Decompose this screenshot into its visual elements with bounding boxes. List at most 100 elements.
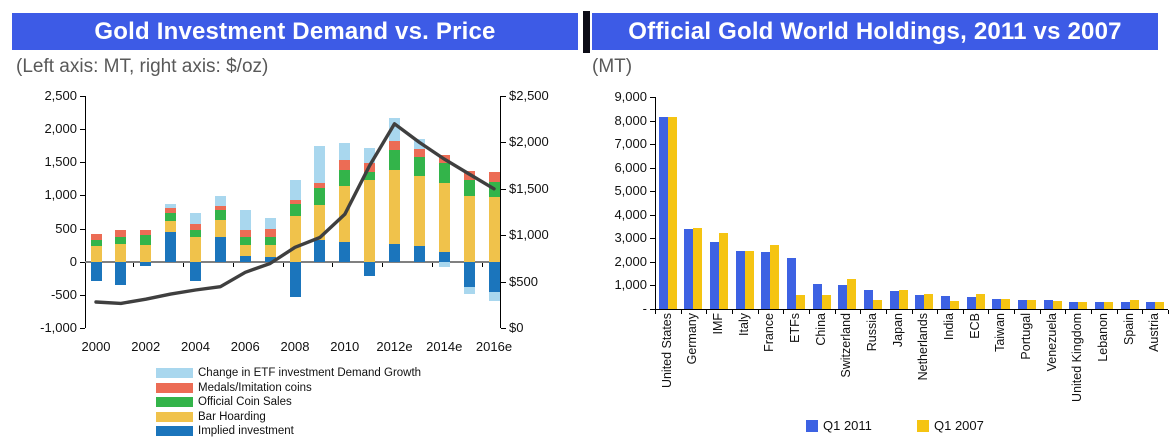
legend-label-medals-imitation-coins: Medals/Imitation coins <box>198 381 312 394</box>
bar-segment-etf-demand-change <box>488 291 500 301</box>
zero-axis-category-tick <box>382 262 384 267</box>
bar-q1-2011 <box>838 284 848 309</box>
bar-segment-medals-imitation-coins <box>115 230 127 237</box>
legend-swatch-medals-imitation-coins <box>156 382 193 393</box>
x-axis-year-label: 2012e <box>376 339 413 354</box>
left-axis-tick-label: -1,000 <box>40 320 77 335</box>
legend-label-q1-2011: Q1 2011 <box>823 418 872 433</box>
bar-segment-etf-demand-change <box>339 143 351 160</box>
bar-q1-2011 <box>735 251 745 309</box>
bar-q1-2007 <box>770 245 780 309</box>
zero-axis-category-tick <box>232 262 234 267</box>
bar-segment-etf-demand-change <box>289 179 301 200</box>
bar-segment-etf-demand-change <box>463 287 475 294</box>
bar-segment-bar-hoarding <box>90 246 102 262</box>
bar-segment-bar-hoarding <box>239 245 251 256</box>
x-axis-year-label: 2006 <box>230 339 260 354</box>
bar-segment-etf-demand-change <box>389 118 400 142</box>
bar-q1-2011 <box>966 297 976 309</box>
right-axis-tick <box>501 96 506 97</box>
x-axis-category-tick <box>655 310 656 314</box>
bar-segment-medals-imitation-coins <box>463 170 475 180</box>
bar-segment-official-coin-sales <box>289 204 301 216</box>
x-axis-category-tick <box>1065 310 1067 314</box>
left-axis-tick-label: 2,000 <box>44 121 77 137</box>
bar-segment-bar-hoarding <box>339 186 351 243</box>
left-axis-tick-label: -500 <box>50 286 77 302</box>
left-chart-axis-note: (Left axis: MT, right axis: $/oz) <box>16 56 269 77</box>
bar-segment-implied-investment <box>264 257 276 262</box>
bar-segment-official-coin-sales <box>463 179 475 196</box>
bar-segment-etf-demand-change <box>413 139 425 149</box>
right-chart-title-banner: Official Gold World Holdings, 2011 vs 20… <box>592 13 1158 50</box>
category-label: Japan <box>890 313 905 348</box>
zero-axis-category-tick <box>431 262 433 267</box>
bar-segment-bar-hoarding <box>140 244 152 262</box>
x-axis-year-label: 2008 <box>280 339 310 354</box>
left-axis-tick <box>80 228 85 230</box>
bar-q1-2007 <box>719 233 729 309</box>
bar-segment-etf-demand-change <box>190 213 201 224</box>
bar-segment-official-coin-sales <box>389 149 400 171</box>
bar-segment-bar-hoarding <box>115 243 127 262</box>
x-axis-category-tick <box>937 310 939 314</box>
bar-segment-medals-imitation-coins <box>90 233 102 240</box>
bar-q1-2011 <box>1017 299 1027 309</box>
bar-q1-2007 <box>1078 301 1088 309</box>
category-label: France <box>762 313 777 352</box>
y-axis-tick-label: 8,000 <box>614 112 647 128</box>
x-axis-category-tick <box>1168 310 1169 314</box>
bar-segment-implied-investment <box>463 261 475 288</box>
bar-segment-official-coin-sales <box>90 239 102 247</box>
category-label: China <box>813 313 828 346</box>
bar-segment-etf-demand-change <box>364 148 376 163</box>
x-axis-year-label: 2010 <box>330 339 360 354</box>
bar-q1-2011 <box>684 228 694 309</box>
bar-q1-2011 <box>787 257 797 309</box>
x-axis-category-tick <box>911 310 913 314</box>
bar-q1-2011 <box>1043 300 1053 309</box>
bar-q1-2011 <box>710 242 720 309</box>
category-label: Italy <box>736 313 751 336</box>
category-label: Lebanon <box>1095 313 1110 362</box>
y-axis-tick <box>650 191 655 193</box>
bar-segment-bar-hoarding <box>488 197 500 262</box>
bar-segment-etf-demand-change <box>165 203 177 208</box>
left-axis-tick-label: 0 <box>69 253 77 269</box>
right-axis-tick-label: $2,000 <box>509 134 549 150</box>
bar-segment-bar-hoarding <box>463 195 475 262</box>
zero-axis-category-tick <box>282 262 284 267</box>
bar-segment-implied-investment <box>239 255 251 262</box>
right-chart-unit-note: (MT) <box>592 56 633 77</box>
bar-segment-etf-demand-change <box>438 261 450 267</box>
x-axis-category-tick <box>783 310 785 314</box>
y-axis-tick-label: 1,000 <box>614 277 647 293</box>
right-axis-tick <box>501 142 506 144</box>
category-label: Taiwan <box>993 313 1008 352</box>
x-axis-category-tick <box>1039 310 1041 314</box>
bar-q1-2007 <box>1026 299 1036 309</box>
right-axis-line <box>500 96 501 328</box>
y-axis-tick <box>650 167 655 169</box>
bar-segment-implied-investment <box>90 261 102 281</box>
bar-segment-implied-investment <box>438 252 450 262</box>
bar-q1-2011 <box>992 298 1002 309</box>
y-axis-tick <box>650 238 655 240</box>
bar-q1-2007 <box>873 299 883 309</box>
category-label: Austria <box>1147 313 1162 352</box>
bar-segment-bar-hoarding <box>314 205 326 240</box>
bar-q1-2011 <box>889 290 899 309</box>
left-chart-title-banner: Gold Investment Demand vs. Price <box>12 13 578 50</box>
bar-segment-etf-demand-change <box>239 210 251 231</box>
bar-q1-2011 <box>1094 302 1104 309</box>
bar-q1-2007 <box>949 300 959 309</box>
bar-segment-etf-demand-change <box>264 217 276 229</box>
y-axis-tick <box>650 309 655 310</box>
left-chart-title: Gold Investment Demand vs. Price <box>94 17 496 45</box>
zero-axis-category-tick <box>133 262 135 267</box>
category-label: India <box>941 313 956 341</box>
left-axis-tick <box>80 195 85 197</box>
legend-label-official-coin-sales: Official Coin Sales <box>198 396 292 409</box>
bar-q1-2007 <box>1001 298 1011 309</box>
